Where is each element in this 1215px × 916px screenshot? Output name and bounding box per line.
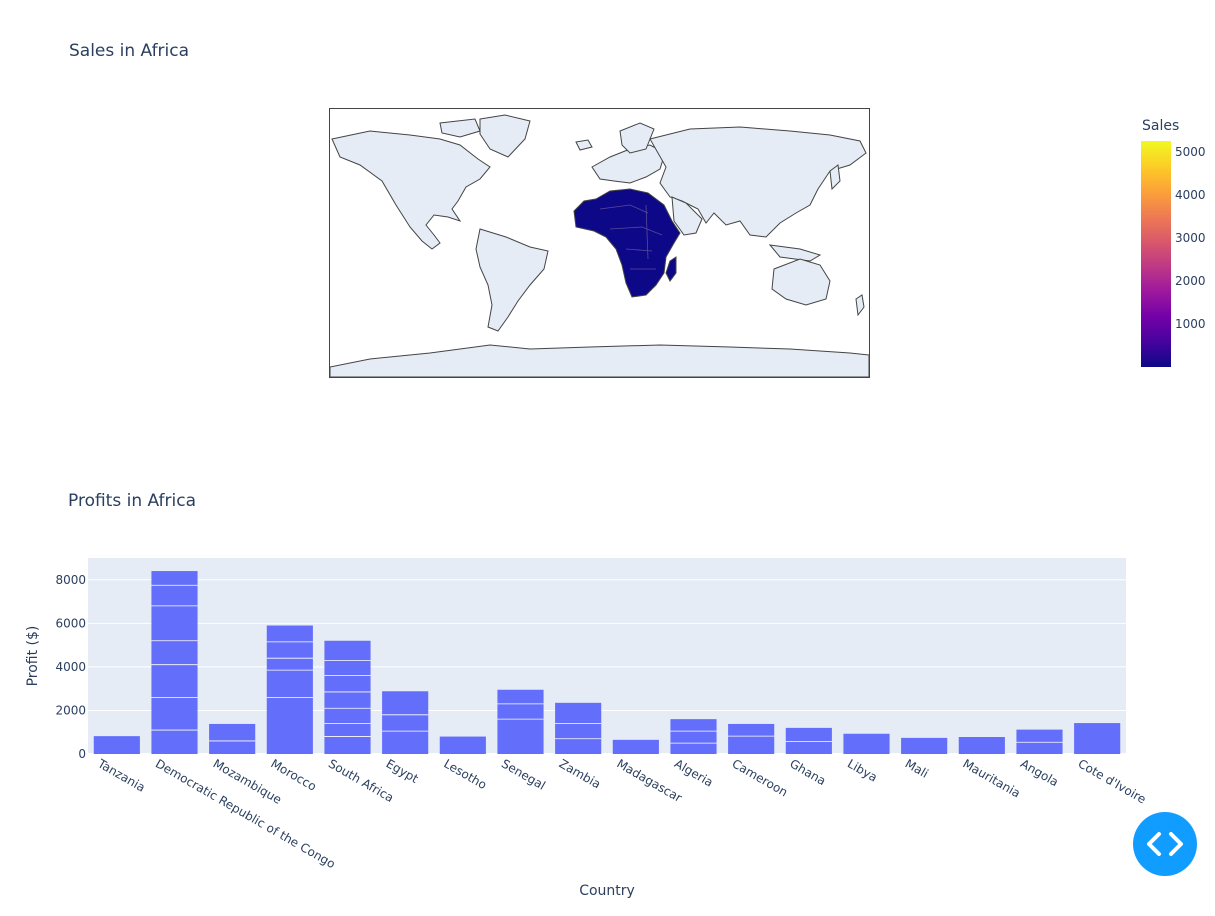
- bar[interactable]: [843, 733, 890, 754]
- x-tick-label: Ghana: [787, 756, 828, 788]
- colorbar-tick: 2000: [1175, 274, 1206, 288]
- map-title: Sales in Africa: [69, 41, 190, 61]
- x-tick-label: Mauritania: [960, 756, 1022, 800]
- iceland-shape: [575, 139, 593, 151]
- africa-shape: [573, 188, 681, 298]
- bar[interactable]: [1016, 729, 1063, 754]
- x-tick-label: Zambia: [557, 756, 603, 791]
- x-tick-label: Tanzania: [94, 756, 147, 795]
- europe-shape: [591, 144, 666, 184]
- x-tick-label: Angola: [1018, 756, 1061, 789]
- colorbar-tick: 5000: [1175, 145, 1206, 159]
- greenland-shape: [479, 114, 531, 158]
- bar[interactable]: [901, 737, 948, 754]
- x-tick-label: Cameroon: [730, 756, 790, 799]
- colorbar-title: Sales: [1142, 118, 1180, 134]
- bar[interactable]: [324, 640, 371, 754]
- bar-chart-title: Profits in Africa: [68, 491, 196, 511]
- australia-shape: [771, 258, 831, 306]
- bar[interactable]: [728, 723, 775, 754]
- scandinavia-shape: [619, 122, 655, 154]
- x-tick-label: Libya: [845, 756, 880, 784]
- bar[interactable]: [1074, 723, 1121, 754]
- bar[interactable]: [555, 702, 602, 754]
- bar[interactable]: [958, 737, 1005, 754]
- plot-area: [88, 558, 1126, 754]
- y-tick-label: 8000: [55, 573, 86, 587]
- y-tick-label: 0: [78, 747, 86, 761]
- y-tick-label: 2000: [55, 703, 86, 717]
- arabia-shape: [671, 196, 703, 236]
- indonesia-shape: [768, 244, 822, 262]
- bar[interactable]: [209, 723, 256, 754]
- x-tick-label: Senegal: [499, 756, 548, 792]
- bar[interactable]: [670, 719, 717, 754]
- bar[interactable]: [439, 736, 486, 754]
- south-america-shape: [475, 228, 549, 332]
- world-map-svg: [330, 114, 869, 377]
- y-tick-label: 6000: [55, 616, 86, 630]
- north-america-shape: [331, 130, 491, 250]
- bar[interactable]: [266, 625, 313, 754]
- colorbar: [1141, 141, 1171, 367]
- arctic-islands-shape: [439, 118, 481, 138]
- y-axis-label: Profit ($): [25, 626, 41, 687]
- africa-borders: [599, 204, 663, 270]
- bar[interactable]: [382, 691, 429, 754]
- antarctica-shape: [330, 344, 869, 377]
- code-icon: [1147, 832, 1183, 856]
- bar[interactable]: [785, 727, 832, 754]
- x-tick-label: Lesotho: [441, 756, 489, 792]
- new-zealand-shape: [855, 294, 865, 317]
- x-tick-label: Morocco: [268, 756, 319, 793]
- colorbar-tick: 4000: [1175, 188, 1206, 202]
- x-axis-label: Country: [579, 883, 635, 899]
- colorbar-tick: 3000: [1175, 231, 1206, 245]
- japan-shape: [829, 164, 841, 191]
- x-tick-label: Egypt: [384, 756, 421, 786]
- madagascar-shape: [665, 256, 677, 282]
- bar[interactable]: [93, 736, 140, 754]
- bar[interactable]: [612, 739, 659, 754]
- code-toggle-button[interactable]: [1133, 812, 1197, 876]
- colorbar-tick: 1000: [1175, 317, 1206, 331]
- x-tick-label: Algeria: [672, 756, 716, 789]
- world-map[interactable]: [329, 108, 870, 378]
- y-tick-label: 4000: [55, 660, 86, 674]
- bar[interactable]: [151, 571, 198, 754]
- x-tick-label: Mali: [903, 756, 931, 780]
- bar[interactable]: [497, 689, 544, 754]
- x-tick-label: Cote d'Ivoire: [1076, 756, 1149, 806]
